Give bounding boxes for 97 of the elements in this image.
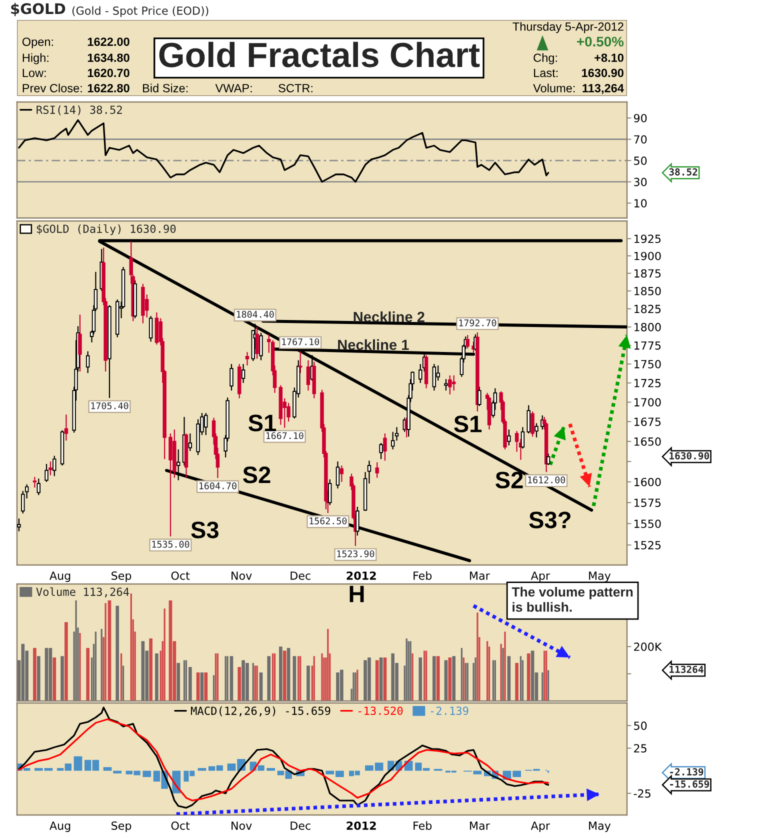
text: Thursday 5-Apr-2012 (512, 22, 624, 34)
text: 113,264 (582, 84, 624, 94)
y-tick-label: -25 (634, 789, 650, 798)
text: Chg: (534, 53, 557, 64)
annotation: S1 (248, 414, 276, 432)
y-tick-label: 1925 (634, 234, 661, 244)
y-tick-label: 10 (634, 199, 647, 208)
y-tick-label: 1900 (634, 252, 661, 260)
annotation: 1767.10 (282, 338, 320, 346)
text: Last: (534, 68, 558, 78)
text: Gold Fractals Chart (159, 42, 480, 68)
text: 38.52 (669, 168, 698, 176)
annotation: 1562.50 (310, 517, 347, 524)
y-tick-label: 1575 (634, 498, 661, 507)
x-tick-label: Feb (414, 571, 432, 580)
y-tick-label: 1825 (634, 304, 661, 314)
x-tick-label: Feb (414, 821, 432, 830)
x-tick-label: Dec (290, 822, 310, 830)
legend-label: Volume 113,264 (36, 587, 130, 598)
x-tick-label: Apr (530, 822, 550, 832)
annotation: S3? (529, 512, 570, 528)
y-tick-label: 200K (634, 642, 662, 651)
text: 1630.90 (582, 68, 624, 78)
annotation: S1 (454, 416, 482, 432)
text: Prev Close: (22, 84, 82, 92)
annotation: H (350, 586, 364, 602)
x-tick-label: Aug (50, 822, 70, 832)
text: 1620.70 (88, 68, 130, 78)
text: -15.659 (670, 780, 710, 788)
text: High: (22, 53, 48, 64)
annotation: 1667.10 (266, 432, 304, 440)
annotation: 1705.40 (91, 402, 128, 410)
text: +8.10 (594, 54, 624, 62)
y-tick-label: 1600 (634, 478, 661, 486)
legend-label: -13.520 (358, 706, 403, 715)
y-tick-label: 1525 (634, 540, 661, 550)
x-tick-label: May (589, 822, 611, 832)
x-tick-label: 2012 (346, 821, 376, 830)
y-tick-label: 1650 (634, 437, 661, 446)
text: SCTR: (278, 84, 312, 92)
annotation: S3 (191, 522, 218, 538)
y-tick-label: 50 (634, 722, 647, 730)
x-tick-label: Sep (112, 821, 132, 832)
legend-label: MACD(12,26,9) -15.659 (190, 706, 330, 716)
text: +0.50% (577, 36, 624, 47)
y-tick-label: 50 (634, 156, 647, 165)
annotation: 1612.00 (528, 476, 566, 484)
annotation: Neckline 1 (338, 339, 409, 350)
text: 1622.80 (88, 84, 130, 92)
text: Low: (22, 68, 46, 78)
y-tick-label: 1775 (634, 341, 661, 350)
x-tick-label: Dec (290, 572, 310, 580)
text: 113264 (670, 666, 704, 674)
annotation: The volume pattern is bullish. (512, 586, 633, 612)
x-tick-label: Apr (530, 572, 550, 582)
annotation: 1523.90 (337, 550, 374, 558)
y-tick-label: 90 (634, 114, 647, 122)
annotation: S2 (242, 466, 270, 484)
text: 1630.90 (670, 452, 710, 460)
text: -2.139 (670, 768, 704, 776)
y-tick-label: 1725 (634, 378, 661, 388)
text: $GOLD (Gold - Spot Price (EOD)) (11, 2, 208, 17)
annotation: 1535.00 (152, 540, 190, 548)
text: Volume: (533, 84, 575, 92)
text: VWAP: (215, 84, 252, 92)
x-tick-label: Nov (232, 822, 252, 830)
y-tick-label: 1675 (634, 418, 661, 426)
y-tick-label: 1550 (634, 520, 661, 528)
y-tick-label: 1850 (634, 286, 661, 296)
x-tick-label: 2012 (346, 571, 376, 580)
y-tick-label: 1800 (634, 322, 661, 332)
x-tick-label: Mar (470, 822, 490, 830)
legend-label: -2.139 (430, 706, 468, 715)
text: 1622.00 (88, 38, 130, 46)
x-tick-label: Oct (171, 571, 190, 580)
y-tick-label: 1875 (634, 269, 661, 278)
y-tick-label: 70 (634, 135, 647, 144)
annotation: 1804.40 (236, 310, 274, 318)
annotation: S2 (496, 472, 523, 488)
x-tick-label: Mar (470, 572, 490, 580)
x-tick-label: Aug (50, 572, 70, 582)
annotation: 1792.70 (459, 319, 496, 326)
legend-label: $GOLD (Daily) 1630.90 (36, 224, 176, 236)
text: Bid Size: (143, 84, 188, 92)
y-tick-label: 1700 (634, 398, 661, 407)
x-tick-label: Nov (232, 572, 252, 580)
annotation: Neckline 2 (354, 311, 424, 322)
annotation: 1604.70 (199, 482, 236, 490)
x-tick-label: Oct (171, 821, 190, 830)
text: 1634.80 (88, 54, 130, 62)
x-tick-label: Sep (112, 571, 132, 582)
x-tick-label: May (589, 572, 611, 582)
text: Open: (22, 38, 53, 48)
legend-label: RSI(14) 38.52 (36, 105, 122, 116)
y-tick-label: 30 (634, 178, 647, 186)
y-tick-label: 1750 (634, 360, 661, 368)
y-tick-label: 25 (634, 744, 646, 753)
